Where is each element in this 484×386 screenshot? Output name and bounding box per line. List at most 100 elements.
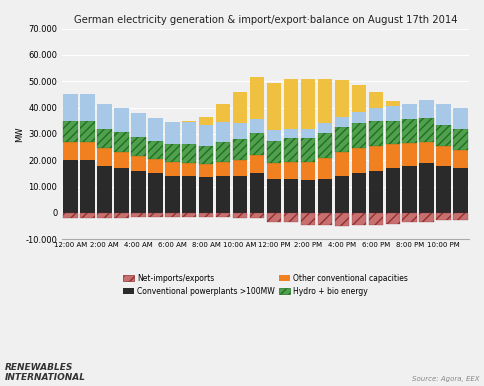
Title: German electricity generation & import/export·balance on August 17th 2014: German electricity generation & import/e… [74, 15, 457, 25]
Bar [250, 213, 264, 218]
Bar [368, 171, 383, 213]
Bar [385, 106, 400, 121]
Bar [420, 213, 434, 222]
Text: RENEWABLES
INTERNATIONAL: RENEWABLES INTERNATIONAL [5, 364, 86, 382]
Bar [199, 164, 213, 178]
Bar [420, 100, 434, 118]
Bar [216, 142, 230, 162]
Bar [351, 124, 366, 149]
Bar [420, 142, 434, 163]
Legend: Net-imports/exports, Conventional powerplants >100MW, Other conventional capacit: Net-imports/exports, Conventional powerp… [120, 271, 411, 299]
Bar [301, 213, 315, 225]
Bar [318, 213, 332, 225]
Bar [267, 141, 281, 163]
Bar [216, 213, 230, 217]
Bar [403, 119, 417, 143]
Bar [284, 179, 298, 213]
Bar [80, 95, 95, 121]
Bar [165, 213, 180, 217]
Bar [80, 160, 95, 213]
Bar [165, 163, 180, 176]
Bar [250, 119, 264, 133]
Bar [148, 173, 163, 213]
Bar [114, 132, 129, 152]
Bar [454, 150, 468, 168]
Bar [80, 213, 95, 218]
Bar [267, 83, 281, 130]
Bar [148, 118, 163, 141]
Bar [454, 108, 468, 129]
Bar [182, 122, 197, 144]
Bar [301, 180, 315, 213]
Bar [301, 162, 315, 180]
Bar [284, 138, 298, 162]
Bar [250, 155, 264, 173]
Bar [368, 92, 383, 108]
Bar [420, 118, 434, 142]
Bar [131, 137, 146, 156]
Bar [233, 160, 247, 176]
Bar [233, 176, 247, 213]
Bar [385, 144, 400, 168]
Bar [97, 166, 112, 213]
Bar [182, 144, 197, 163]
Bar [267, 179, 281, 213]
Bar [131, 156, 146, 171]
Bar [437, 166, 451, 213]
Bar [403, 213, 417, 222]
Bar [233, 139, 247, 160]
Bar [284, 129, 298, 138]
Bar [250, 77, 264, 119]
Bar [420, 163, 434, 213]
Bar [318, 157, 332, 179]
Bar [131, 113, 146, 137]
Bar [301, 138, 315, 162]
Bar [131, 171, 146, 213]
Bar [97, 129, 112, 149]
Bar [182, 176, 197, 213]
Bar [284, 162, 298, 179]
Bar [351, 173, 366, 213]
Bar [216, 122, 230, 142]
Bar [63, 160, 78, 213]
Bar [267, 213, 281, 222]
Bar [403, 104, 417, 119]
Bar [403, 166, 417, 213]
Bar [199, 125, 213, 146]
Bar [334, 152, 349, 176]
Bar [80, 121, 95, 142]
Bar [182, 121, 197, 122]
Bar [351, 149, 366, 173]
Bar [233, 92, 247, 124]
Bar [63, 213, 78, 218]
Bar [216, 176, 230, 213]
Bar [454, 129, 468, 150]
Bar [165, 176, 180, 213]
Bar [216, 162, 230, 176]
Text: Source: Agora, EEX: Source: Agora, EEX [412, 376, 479, 382]
Bar [182, 213, 197, 217]
Bar [63, 142, 78, 160]
Bar [334, 117, 349, 127]
Bar [250, 173, 264, 213]
Bar [165, 122, 180, 144]
Bar [148, 159, 163, 173]
Bar [148, 141, 163, 159]
Bar [199, 178, 213, 213]
Bar [199, 146, 213, 164]
Bar [63, 121, 78, 142]
Bar [97, 104, 112, 129]
Bar [284, 79, 298, 129]
Bar [385, 121, 400, 144]
Bar [216, 104, 230, 122]
Bar [233, 124, 247, 139]
Bar [437, 213, 451, 220]
Bar [368, 108, 383, 121]
Bar [301, 79, 315, 129]
Bar [318, 133, 332, 157]
Bar [403, 143, 417, 166]
Bar [437, 104, 451, 125]
Bar [368, 213, 383, 225]
Bar [385, 213, 400, 223]
Bar [385, 168, 400, 213]
